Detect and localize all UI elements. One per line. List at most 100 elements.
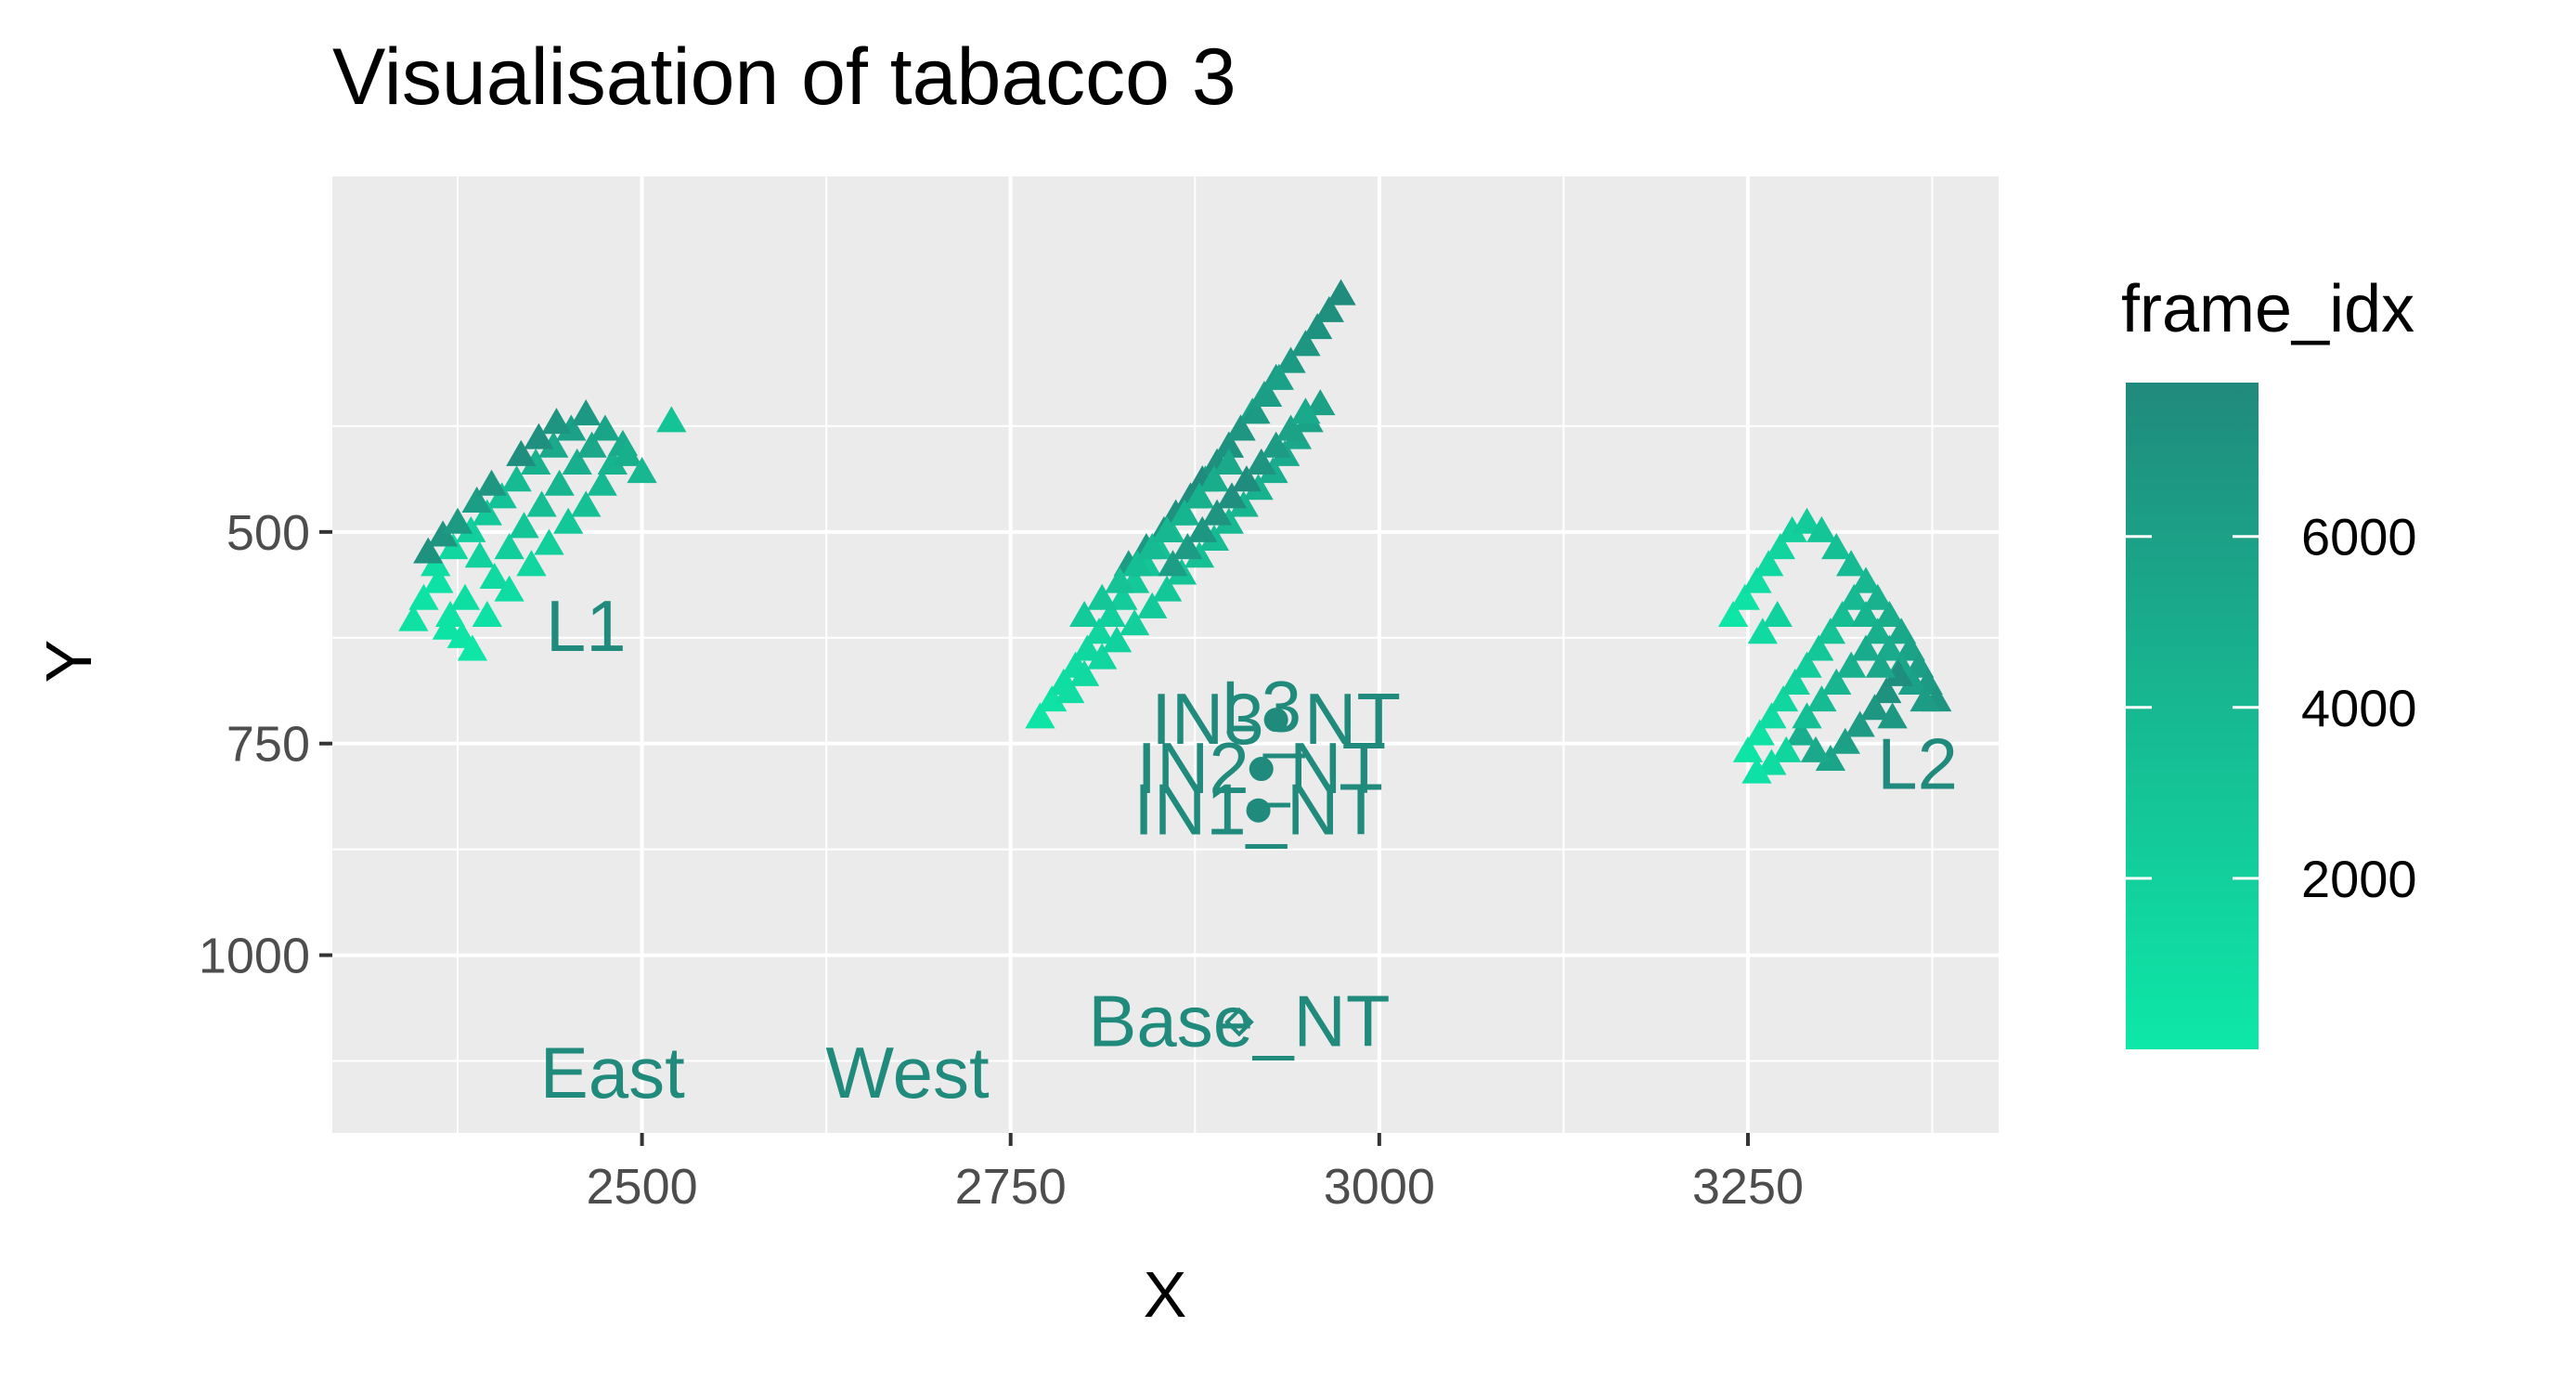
legend-tick-label: 4000: [2301, 679, 2417, 737]
track-point: [1055, 677, 1085, 704]
track-point: [434, 600, 466, 628]
track-point: [1290, 330, 1321, 357]
x-tick-label: 3250: [1692, 1159, 1804, 1215]
position-label: IN1_NT: [1133, 769, 1383, 851]
track-point: [576, 431, 607, 458]
legend-title: frame_idx: [2121, 272, 2414, 346]
track-point: [1909, 685, 1940, 712]
track-point: [1754, 550, 1784, 577]
track-point: [1780, 668, 1810, 695]
track-point: [1201, 499, 1233, 526]
track-point: [1821, 533, 1852, 560]
position-marker-dot: [1263, 708, 1288, 733]
track-point: [1729, 583, 1760, 610]
track-point: [521, 448, 551, 475]
track-point: [1326, 279, 1356, 306]
legend-colorbar: [2126, 383, 2259, 1049]
x-axis-ticks: 2500 2750 3000 3250: [587, 1133, 1804, 1215]
track-point: [516, 550, 547, 577]
track-point: [413, 537, 444, 564]
track-point: [1777, 515, 1807, 542]
track-point: [1275, 346, 1306, 373]
track-point: [432, 613, 463, 640]
track-point: [1107, 583, 1138, 610]
track-point: [1874, 600, 1905, 628]
track-point: [1756, 748, 1787, 775]
position-label: L1: [546, 585, 627, 667]
track-point: [1225, 414, 1256, 441]
track-point: [1037, 685, 1068, 712]
track-point: [524, 423, 554, 449]
track-point: [556, 414, 587, 441]
track-point: [506, 439, 537, 466]
track-point: [1741, 566, 1772, 593]
track-point: [1025, 702, 1055, 729]
track-point: [1122, 550, 1153, 577]
track-point: [509, 512, 539, 539]
legend-tick-label: 6000: [2301, 508, 2417, 566]
track-point: [1172, 533, 1203, 560]
track-point: [562, 448, 592, 475]
track-point: [1815, 618, 1846, 644]
track-point: [1240, 397, 1271, 424]
x-tick-label: 3000: [1324, 1159, 1435, 1215]
legend-ticks: 2000 4000 6000: [2126, 508, 2417, 908]
y-tick-label: 500: [227, 505, 310, 561]
track-point: [1839, 583, 1870, 610]
track-point: [494, 575, 524, 602]
track-point: [1137, 592, 1168, 618]
track-point: [1263, 363, 1294, 390]
track-point: [1827, 600, 1858, 628]
track-point: [449, 583, 481, 610]
track-point: [1275, 414, 1306, 441]
track-point: [1836, 550, 1867, 577]
track-point: [464, 541, 495, 568]
track-point: [1158, 550, 1188, 577]
track-point: [1862, 618, 1893, 644]
track-point: [627, 457, 657, 484]
track-point: [1859, 694, 1890, 721]
track-point: [1095, 600, 1126, 628]
track-point: [1151, 575, 1183, 602]
track-point: [501, 465, 532, 492]
track-point: [494, 533, 524, 560]
x-axis-label: X: [1144, 1258, 1187, 1331]
track-point: [589, 414, 621, 441]
track-point: [1246, 448, 1276, 475]
track-point: [553, 507, 584, 534]
track-point: [1883, 659, 1914, 686]
track-point: [1741, 757, 1772, 784]
track-point: [1830, 727, 1860, 754]
track-points-layer: [398, 279, 1952, 784]
x-tick-label: 2750: [955, 1159, 1067, 1215]
track-point: [1815, 744, 1846, 771]
y-tick-label: 1000: [199, 929, 310, 984]
track-point: [1068, 659, 1100, 686]
track-point: [1119, 609, 1150, 636]
track-point: [1717, 600, 1749, 628]
track-point: [1290, 397, 1321, 424]
track-point: [1087, 643, 1118, 670]
track-point: [1747, 618, 1778, 644]
track-point: [1762, 600, 1793, 628]
track-point: [1251, 380, 1283, 408]
track-point: [1184, 482, 1215, 509]
y-axis-label: Y: [32, 640, 105, 683]
track-point: [1771, 735, 1802, 762]
track-point: [1836, 651, 1867, 678]
track-point: [1072, 634, 1103, 661]
track-point: [612, 439, 642, 466]
track-point: [1821, 668, 1852, 695]
position-label: Base_NT: [1088, 981, 1390, 1062]
position-marker-diamond: [1224, 1007, 1254, 1037]
track-point: [1068, 600, 1100, 628]
track-point: [1865, 651, 1896, 678]
track-point: [479, 562, 510, 590]
legend-tick-label: 2000: [2301, 850, 2417, 908]
track-point: [1804, 634, 1834, 661]
track-point: [1756, 702, 1787, 729]
track-point: [1862, 583, 1893, 610]
track-point: [1845, 710, 1875, 737]
track-point: [1187, 515, 1218, 542]
